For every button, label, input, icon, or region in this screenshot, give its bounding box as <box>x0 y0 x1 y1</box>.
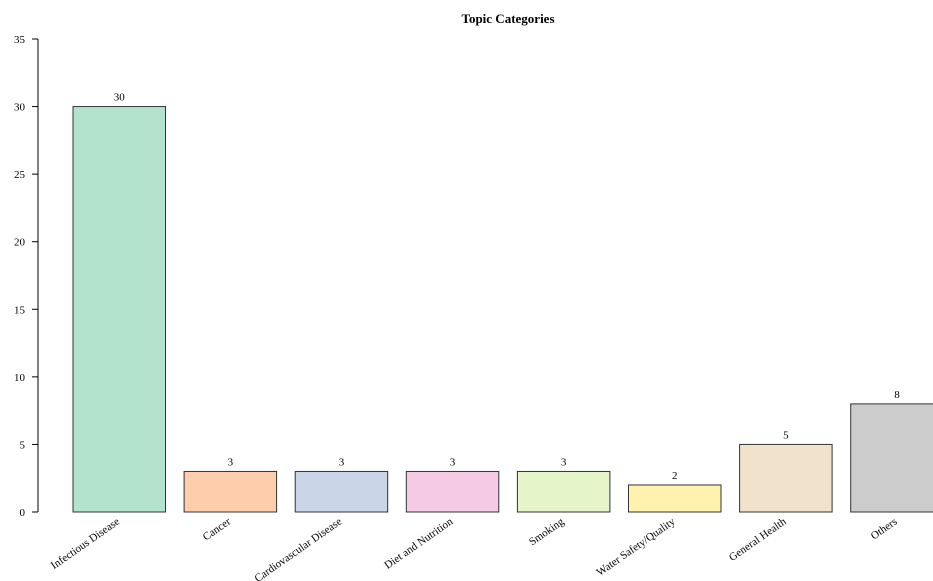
bar <box>739 443 833 513</box>
bar <box>72 106 166 513</box>
category-label: Smoking <box>527 515 567 548</box>
category-label: Others <box>869 516 900 543</box>
data-label: 30 <box>114 92 126 104</box>
y-tick-label: 30 <box>14 102 26 114</box>
data-label: 5 <box>783 429 789 441</box>
y-tick-label: 10 <box>14 372 26 384</box>
bars-group <box>72 106 933 513</box>
data-label: 3 <box>450 456 456 468</box>
y-tick-label: 0 <box>20 507 26 519</box>
data-label: 3 <box>228 456 234 468</box>
chart-title: Topic Categories <box>461 11 554 26</box>
bar <box>628 484 722 513</box>
category-labels-group: Infectious Disease Cancer Cardiovascular D… <box>49 515 900 581</box>
bar <box>294 470 389 513</box>
bar <box>183 470 278 513</box>
data-label: 3 <box>339 456 345 468</box>
bar <box>405 470 500 513</box>
category-label: Cancer <box>201 515 234 543</box>
data-labels-group: 30 3 3 3 3 2 5 8 <box>114 92 900 482</box>
bar <box>516 470 611 513</box>
data-label: 8 <box>894 389 900 401</box>
y-tick-label: 20 <box>14 237 26 249</box>
category-label: General Health <box>727 515 789 563</box>
y-tick-label: 25 <box>14 169 26 181</box>
data-label: 3 <box>561 456 567 468</box>
category-label: Cardiovascular Disease <box>252 516 344 581</box>
y-axis-ticks: 0 5 10 15 20 25 30 35 <box>14 34 38 519</box>
bar <box>850 403 933 513</box>
category-label: Water Safety/Quality <box>594 515 677 578</box>
y-tick-label: 5 <box>20 439 26 451</box>
category-label: Infectious Disease <box>49 516 122 572</box>
y-tick-label: 15 <box>14 304 26 316</box>
category-label: Diet and Nutrition <box>382 515 455 571</box>
data-label: 2 <box>672 470 678 482</box>
y-tick-label: 35 <box>14 34 26 46</box>
